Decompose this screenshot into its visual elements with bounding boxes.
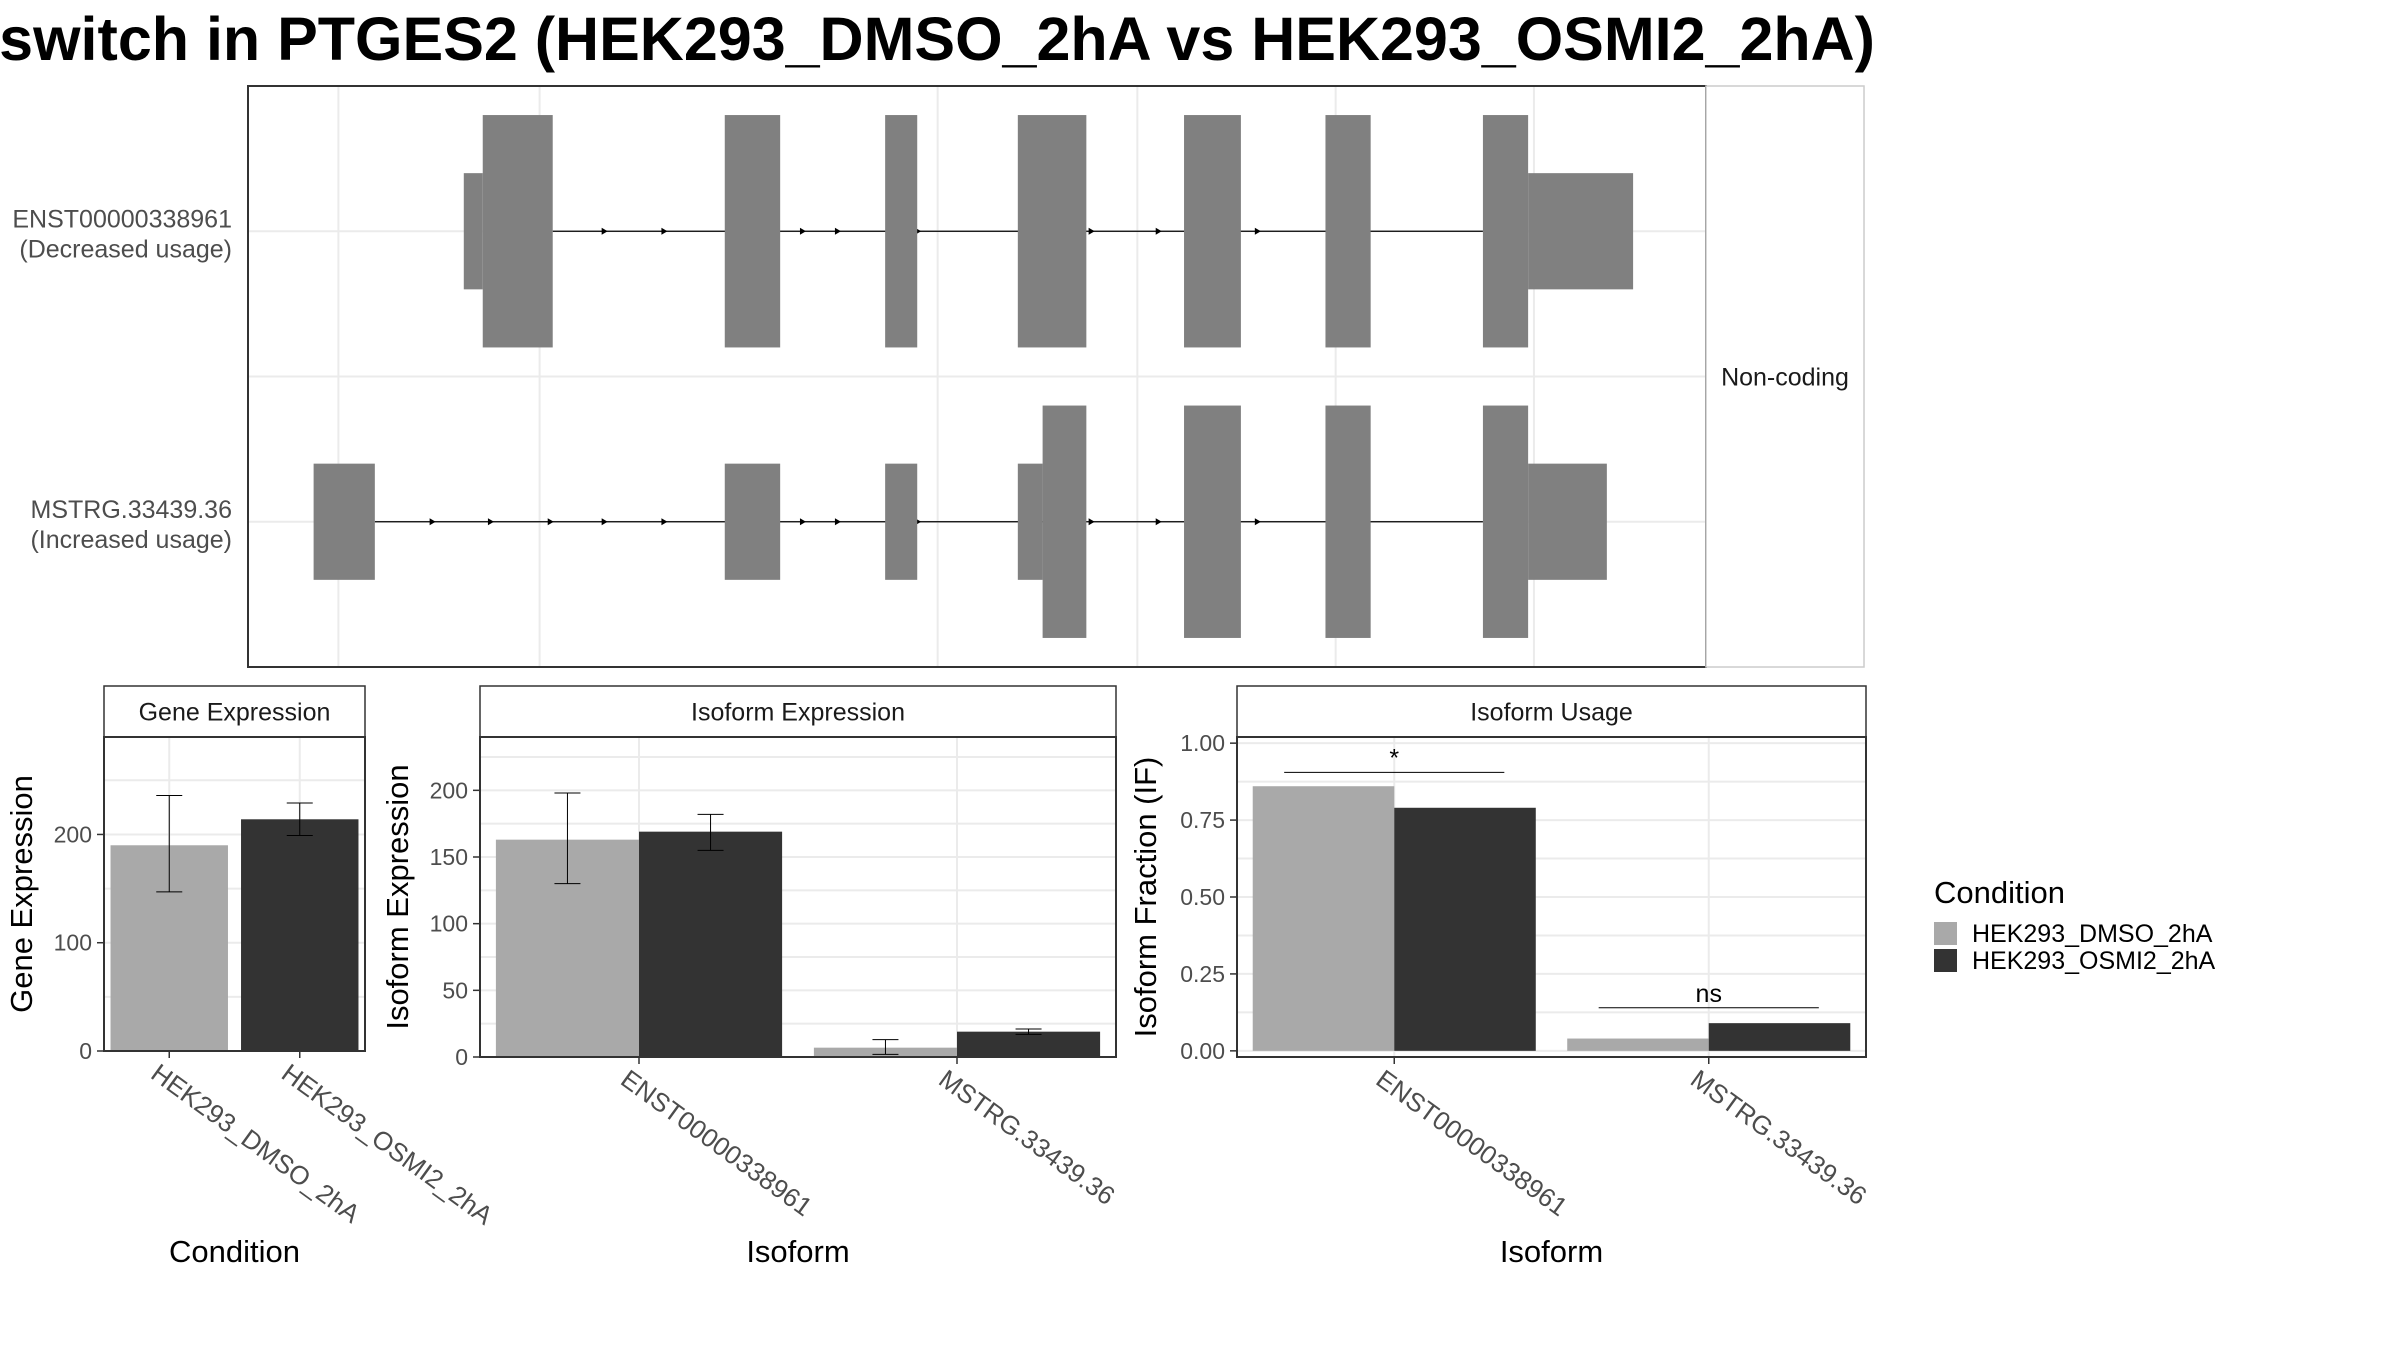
isoform-usage-panel: Isoform Usage * ns 0.00 0.25 0.50 0.75 1.00 ENST… <box>1128 685 1872 1269</box>
isoform-label: MSTRG.33439.36 <box>31 496 233 524</box>
legend-swatch <box>1934 949 1957 972</box>
intron-arrow <box>661 227 668 235</box>
y-tick-label: 0.75 <box>1180 807 1225 833</box>
bar <box>1708 1023 1851 1051</box>
y-tick-label: 200 <box>430 777 468 803</box>
exon-block <box>1528 173 1634 290</box>
intron-arrow <box>601 227 608 235</box>
intron-arrow <box>1155 227 1162 235</box>
y-tick-label: 0.25 <box>1180 961 1225 987</box>
y-axis-title: Isoform Expression <box>380 764 415 1029</box>
intron-arrow <box>834 518 841 526</box>
x-tick-label: HEK293_OSMI2_2hA <box>276 1058 499 1231</box>
panel-strip-title: Isoform Usage <box>1470 699 1633 727</box>
y-tick-label: 1.00 <box>1180 730 1225 756</box>
bar <box>639 831 783 1057</box>
panel-strip <box>479 685 1117 738</box>
intron-arrow <box>799 227 806 235</box>
x-tick-label: MSTRG.33439.36 <box>1685 1064 1872 1211</box>
exon-block <box>463 173 483 290</box>
panel-strip <box>103 685 366 738</box>
intron-arrow <box>799 518 806 526</box>
transcript-structure-panel: ENST00000338961(Decreased usage) MSTRG.33… <box>12 85 1865 668</box>
exon-block <box>1017 463 1043 580</box>
exon-block <box>724 463 781 580</box>
exon-block <box>1482 115 1529 348</box>
exon-block <box>1325 405 1371 638</box>
legend-label: HEK293_OSMI2_2hA <box>1972 947 2216 975</box>
y-tick-label: 200 <box>54 821 92 847</box>
bar <box>1394 807 1536 1051</box>
intron-arrow <box>601 518 608 526</box>
y-axis-title: Gene Expression <box>4 775 39 1013</box>
facet-strip <box>1705 85 1865 668</box>
exon-block <box>724 115 781 348</box>
exon-block <box>482 115 553 348</box>
exon-block <box>885 463 918 580</box>
facet-label: Non-coding <box>1721 364 1849 392</box>
exon-block <box>885 115 918 348</box>
y-tick-label: 0.00 <box>1180 1038 1225 1064</box>
y-tick-label: 100 <box>430 911 468 937</box>
intron-arrow <box>1088 227 1095 235</box>
intron-arrow <box>1088 518 1095 526</box>
isoform-usage-label: (Increased usage) <box>30 526 232 554</box>
panel-border <box>479 736 1117 1058</box>
exon-block <box>1528 463 1607 580</box>
legend-label: HEK293_DMSO_2hA <box>1972 920 2213 948</box>
gene-expression-panel: Gene Expression 0 100 200 HEK293_DMSO_2hAHEK… <box>4 685 499 1269</box>
intron-arrow <box>1155 518 1162 526</box>
exon-block <box>1184 115 1241 348</box>
exon-block <box>1042 405 1087 638</box>
bar <box>1567 1038 1709 1051</box>
intron-arrow <box>487 518 494 526</box>
figure-title: Isoform switch in PTGES2 (HEK293_DMSO_2h… <box>0 5 1875 73</box>
x-axis-title: Condition <box>169 1234 300 1269</box>
exon-block <box>1017 115 1087 348</box>
panel-strip-title: Gene Expression <box>139 699 331 727</box>
y-axis-title: Isoform Fraction (IF) <box>1128 757 1163 1038</box>
y-tick-label: 0 <box>79 1038 92 1064</box>
intron-arrow <box>1254 518 1261 526</box>
exon-block <box>1482 405 1529 638</box>
x-tick-label: ENST00000338961 <box>1371 1064 1573 1223</box>
intron-arrow <box>661 518 668 526</box>
intron-arrow <box>1254 227 1261 235</box>
bar <box>1252 786 1395 1051</box>
significance-label: * <box>1389 744 1399 772</box>
panel-border <box>103 736 366 1052</box>
y-tick-label: 50 <box>442 977 468 1003</box>
y-tick-label: 0.50 <box>1180 884 1225 910</box>
y-tick-label: 0 <box>455 1044 468 1070</box>
y-tick-label: 150 <box>430 844 468 870</box>
legend-title: Condition <box>1934 875 2065 910</box>
exon-block <box>313 463 375 580</box>
intron-arrow <box>834 227 841 235</box>
intron-arrow <box>547 518 554 526</box>
x-axis-title: Isoform <box>1500 1234 1603 1269</box>
isoform-expression-panel: Isoform Expression 0 50 100 150 200 ENST000003… <box>380 685 1121 1269</box>
significance-label: ns <box>1696 980 1722 1008</box>
x-axis-title: Isoform <box>746 1234 849 1269</box>
x-tick-label: HEK293_DMSO_2hA <box>146 1058 366 1230</box>
bar <box>957 1031 1101 1057</box>
isoform-label: ENST00000338961 <box>12 205 232 233</box>
y-tick-label: 100 <box>54 930 92 956</box>
x-tick-label: ENST00000338961 <box>615 1064 817 1223</box>
bar <box>241 819 359 1051</box>
intron-arrow <box>429 518 436 526</box>
isoform-usage-label: (Decreased usage) <box>19 235 232 263</box>
panel-strip-title: Isoform Expression <box>691 699 905 727</box>
exon-block <box>1325 115 1371 348</box>
legend-swatch <box>1934 922 1957 945</box>
x-tick-label: MSTRG.33439.36 <box>933 1064 1120 1211</box>
exon-block <box>1184 405 1241 638</box>
